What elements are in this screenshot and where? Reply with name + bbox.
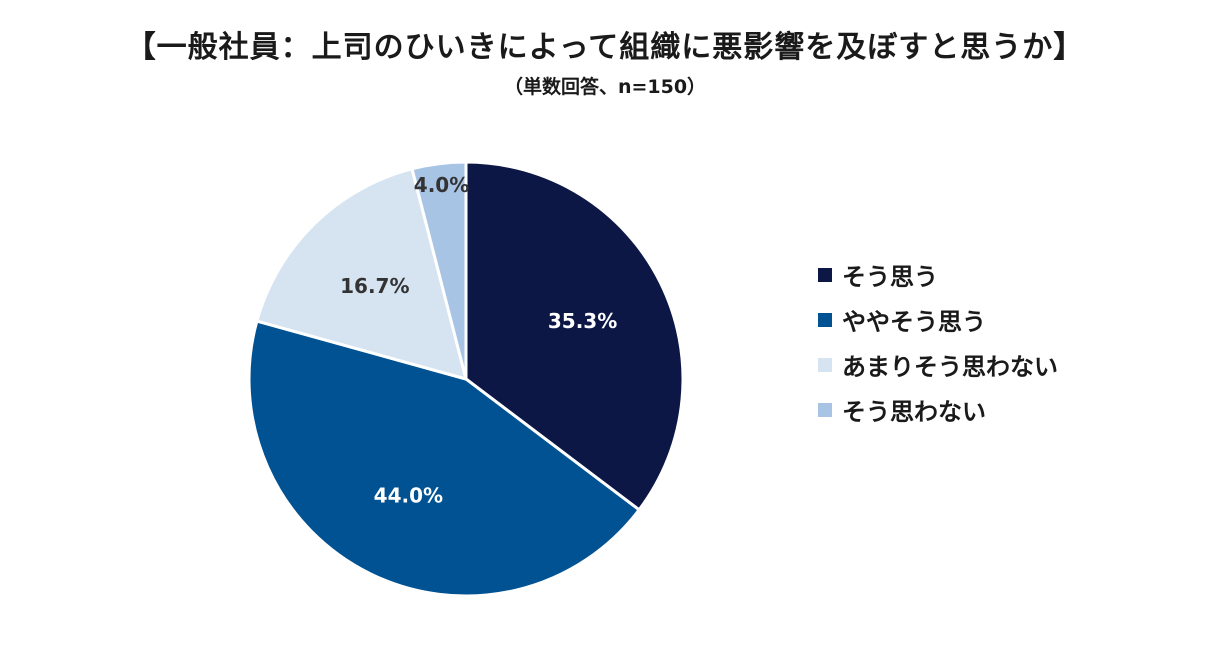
legend: そう思うややそう思うあまりそう思わない そう思わない xyxy=(818,252,1058,432)
legend-label-1: そう思う xyxy=(842,263,938,291)
legend-item-4: そう思わない xyxy=(818,387,1058,432)
legend-label-3: あまりそう思わない xyxy=(842,353,1058,381)
legend-label-4: そう思わない xyxy=(842,398,986,426)
slice-value-label-2: 44.0% xyxy=(374,484,443,508)
legend-item-2: ややそう思う xyxy=(818,297,1058,342)
legend-item-3: あまりそう思わない xyxy=(818,342,1058,387)
chart-subtitle: （単数回答、n=150） xyxy=(503,76,707,98)
chart-title: 【一般社員：上司のひいきによって組織に悪影響を及ぼすと思うか】 xyxy=(125,30,1085,65)
legend-swatch-3 xyxy=(818,357,832,372)
slice-value-label-3: 16.7% xyxy=(340,274,409,298)
slice-value-label-4: 4.0% xyxy=(414,173,469,197)
legend-swatch-1 xyxy=(818,267,832,282)
legend-item-1: そう思う xyxy=(818,252,1058,297)
pie-slice-3 xyxy=(255,167,468,381)
pie-slice-4 xyxy=(410,160,468,381)
legend-swatch-4 xyxy=(818,402,832,417)
legend-swatch-2 xyxy=(818,312,832,327)
legend-label-2: ややそう思う xyxy=(842,308,986,336)
pie-slice-2 xyxy=(247,319,641,598)
slice-value-label-1: 35.3% xyxy=(548,309,617,333)
pie-slice-1 xyxy=(464,160,685,512)
